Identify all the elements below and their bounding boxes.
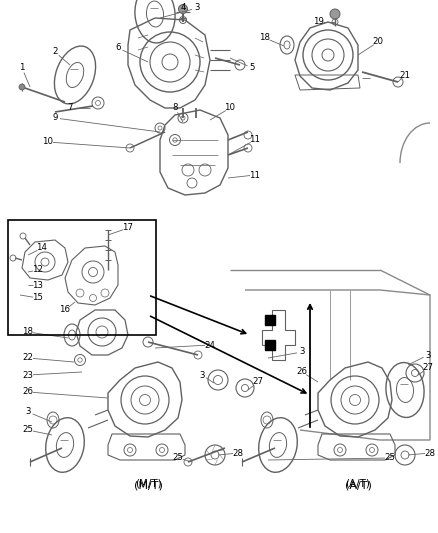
Text: 4: 4 [180, 4, 186, 12]
Text: 2: 2 [52, 47, 58, 56]
Text: 5: 5 [249, 63, 255, 72]
Text: 27: 27 [252, 377, 264, 386]
Text: 8: 8 [172, 103, 178, 112]
Text: 12: 12 [32, 265, 43, 274]
Text: 28: 28 [233, 448, 244, 457]
Text: 25: 25 [385, 454, 396, 463]
Text: 19: 19 [313, 18, 323, 27]
Text: 1: 1 [19, 63, 25, 72]
Text: 11: 11 [250, 171, 261, 180]
Text: (M/T): (M/T) [134, 480, 162, 490]
Circle shape [179, 4, 187, 13]
Text: 11: 11 [250, 135, 261, 144]
Text: 26: 26 [22, 387, 33, 397]
Text: 23: 23 [22, 370, 33, 379]
Text: 16: 16 [60, 305, 71, 314]
Text: (A/T): (A/T) [345, 480, 371, 490]
Text: 13: 13 [32, 280, 43, 289]
Text: 15: 15 [32, 294, 43, 303]
Text: 17: 17 [123, 223, 134, 232]
Circle shape [330, 9, 340, 19]
Text: 18: 18 [22, 327, 33, 336]
Text: 25: 25 [173, 454, 184, 463]
Text: 9: 9 [52, 114, 58, 123]
Bar [265, 340, 275, 350]
Bar [265, 315, 275, 325]
Text: 10: 10 [42, 138, 53, 147]
Text: 18: 18 [259, 34, 271, 43]
Text: 3: 3 [194, 4, 200, 12]
Text: 14: 14 [36, 244, 47, 253]
Text: 26: 26 [297, 367, 307, 376]
Text: 24: 24 [205, 341, 215, 350]
Circle shape [19, 84, 25, 90]
Text: 3: 3 [25, 408, 31, 416]
Text: 3: 3 [299, 348, 305, 357]
Text: 6: 6 [115, 44, 121, 52]
Text: 10: 10 [225, 103, 236, 112]
Text: 7: 7 [67, 103, 73, 112]
Text: 3: 3 [425, 351, 431, 359]
Text: 25: 25 [22, 425, 33, 434]
Text: 21: 21 [399, 70, 410, 79]
Text: 28: 28 [424, 448, 435, 457]
Text: 3: 3 [199, 370, 205, 379]
Text: (M/T): (M/T) [135, 478, 161, 488]
Text: (A/T): (A/T) [346, 478, 371, 488]
Text: 20: 20 [372, 37, 384, 46]
Text: 22: 22 [22, 353, 33, 362]
Text: 27: 27 [423, 364, 434, 373]
